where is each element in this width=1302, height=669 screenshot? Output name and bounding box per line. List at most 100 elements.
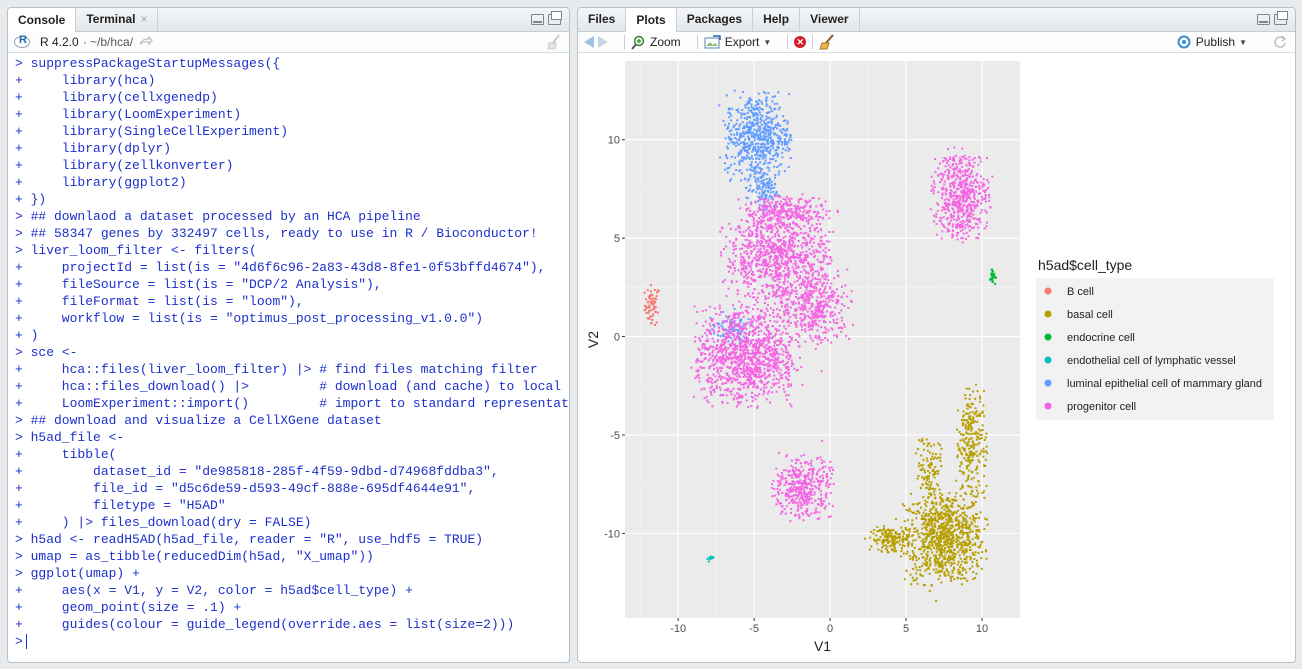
data-point bbox=[946, 549, 949, 552]
tab-console[interactable]: Console bbox=[8, 8, 77, 32]
data-point bbox=[726, 317, 729, 320]
data-point bbox=[728, 331, 731, 334]
data-point bbox=[695, 375, 698, 378]
data-point bbox=[790, 250, 793, 253]
publish-button[interactable]: Publish ▼ bbox=[1176, 35, 1247, 49]
data-point bbox=[774, 357, 777, 360]
zoom-button[interactable]: Zoom bbox=[631, 35, 681, 50]
data-point bbox=[730, 356, 733, 359]
refresh-icon[interactable] bbox=[1273, 35, 1287, 49]
data-point bbox=[806, 241, 809, 244]
data-point bbox=[756, 346, 759, 349]
data-point bbox=[724, 360, 727, 363]
data-point bbox=[742, 158, 745, 161]
data-point bbox=[950, 580, 953, 583]
data-point bbox=[926, 532, 929, 535]
data-point bbox=[926, 501, 929, 504]
data-point bbox=[750, 262, 753, 265]
data-point bbox=[809, 280, 812, 283]
data-point bbox=[967, 441, 970, 444]
data-point bbox=[759, 244, 762, 247]
forward-arrow-icon[interactable] bbox=[598, 36, 608, 48]
data-point bbox=[961, 424, 964, 427]
data-point bbox=[964, 577, 967, 580]
data-point bbox=[796, 207, 799, 210]
data-point bbox=[739, 363, 742, 366]
remove-plot-icon[interactable]: ✕ bbox=[794, 36, 807, 48]
data-point bbox=[712, 328, 715, 331]
data-point bbox=[751, 400, 754, 403]
data-point bbox=[778, 309, 781, 312]
data-point bbox=[756, 165, 759, 168]
minimize-icon[interactable] bbox=[531, 14, 544, 25]
data-point bbox=[758, 129, 761, 132]
data-point bbox=[948, 492, 951, 495]
data-point bbox=[818, 307, 821, 310]
data-point bbox=[739, 112, 742, 115]
data-point bbox=[768, 121, 771, 124]
data-point bbox=[922, 556, 925, 559]
data-point bbox=[756, 184, 759, 187]
data-point bbox=[981, 410, 984, 413]
console-output[interactable]: > suppressPackageStartupMessages({+ libr… bbox=[8, 53, 569, 650]
tab-terminal[interactable]: Terminal × bbox=[76, 8, 159, 31]
data-point bbox=[808, 200, 811, 203]
back-arrow-icon[interactable] bbox=[584, 36, 594, 48]
data-point bbox=[650, 293, 653, 296]
data-point bbox=[962, 418, 965, 421]
data-point bbox=[771, 196, 774, 199]
data-point bbox=[825, 310, 828, 313]
data-point bbox=[759, 361, 762, 364]
data-point bbox=[769, 314, 772, 317]
data-point bbox=[835, 288, 838, 291]
data-point bbox=[751, 370, 754, 373]
minimize-icon[interactable] bbox=[1257, 14, 1270, 25]
data-point bbox=[707, 359, 710, 362]
data-point bbox=[744, 148, 747, 151]
data-point bbox=[703, 387, 706, 390]
maximize-icon[interactable] bbox=[1274, 11, 1288, 25]
data-point bbox=[751, 260, 754, 263]
data-point bbox=[928, 572, 931, 575]
data-point bbox=[745, 274, 748, 277]
close-icon[interactable]: × bbox=[140, 12, 148, 26]
data-point bbox=[721, 394, 724, 397]
tab-files[interactable]: Files bbox=[578, 8, 627, 31]
tab-packages[interactable]: Packages bbox=[677, 8, 754, 31]
data-point bbox=[966, 544, 969, 547]
clear-all-plots-icon[interactable] bbox=[819, 34, 835, 50]
data-point bbox=[782, 210, 785, 213]
data-point bbox=[964, 425, 967, 428]
data-point bbox=[741, 328, 744, 331]
tab-plots[interactable]: Plots bbox=[626, 8, 677, 32]
goto-directory-icon[interactable] bbox=[139, 36, 153, 48]
data-point bbox=[727, 336, 730, 339]
data-point bbox=[781, 141, 784, 144]
data-point bbox=[769, 354, 772, 357]
data-point bbox=[746, 122, 749, 125]
data-point bbox=[815, 287, 818, 290]
data-point bbox=[741, 371, 744, 374]
data-point bbox=[765, 250, 768, 253]
data-point bbox=[743, 362, 746, 365]
maximize-icon[interactable] bbox=[548, 11, 562, 25]
data-point bbox=[772, 354, 775, 357]
export-button[interactable]: Export ▼ bbox=[704, 35, 771, 49]
data-point bbox=[768, 401, 771, 404]
data-point bbox=[754, 171, 757, 174]
clear-console-icon[interactable] bbox=[545, 34, 563, 50]
data-point bbox=[926, 523, 929, 526]
data-point bbox=[924, 503, 927, 506]
working-directory[interactable]: · ~/b/hca/ bbox=[82, 35, 134, 49]
tab-viewer[interactable]: Viewer bbox=[800, 8, 860, 31]
data-point bbox=[979, 397, 982, 400]
tab-help[interactable]: Help bbox=[753, 8, 801, 31]
data-point bbox=[805, 202, 808, 205]
data-point bbox=[761, 102, 764, 105]
data-point bbox=[938, 488, 941, 491]
data-point bbox=[760, 322, 763, 325]
data-point bbox=[760, 182, 763, 185]
data-point bbox=[830, 282, 833, 285]
data-point bbox=[651, 318, 654, 321]
data-point bbox=[932, 554, 935, 557]
